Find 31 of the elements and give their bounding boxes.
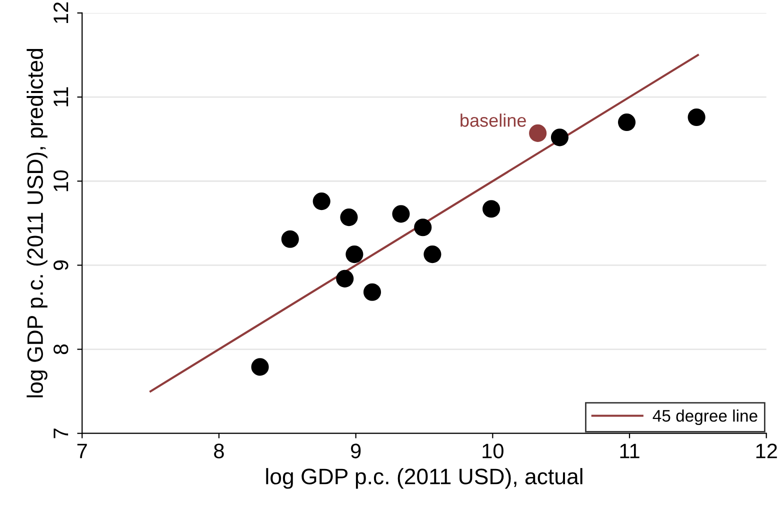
point	[346, 245, 364, 264]
point	[482, 200, 500, 218]
point	[414, 218, 432, 236]
point	[281, 230, 299, 248]
x-tick-label: 8	[214, 444, 224, 458]
point	[688, 108, 706, 126]
x-tick-label: 7	[77, 444, 87, 458]
series-label: baseline	[460, 114, 526, 127]
point	[529, 124, 547, 142]
x-tick-label: 12	[756, 444, 777, 458]
y-tick-label: 10	[54, 170, 68, 192]
y-tick-label: 8	[54, 344, 68, 354]
point	[340, 208, 358, 226]
x-tick-label: 10	[482, 444, 504, 458]
y-tick-label: 12	[54, 2, 68, 23]
y-tick-label: 11	[54, 87, 68, 106]
y-tick-label: 7	[54, 428, 68, 438]
point	[618, 113, 636, 132]
x-tick-label: 9	[350, 444, 361, 458]
x-axis-title: log GDP p.c. (2011 USD), actual	[266, 468, 582, 489]
point	[251, 358, 269, 376]
point	[363, 283, 382, 301]
point	[424, 245, 442, 264]
y-axis-title: log GDP p.c. (2011 USD), predicted	[26, 48, 48, 398]
legend-label: 45 degree line	[652, 409, 758, 426]
point	[312, 192, 330, 210]
point	[392, 205, 410, 223]
y-tick-label: 9	[54, 260, 68, 270]
point	[550, 128, 568, 146]
point	[336, 270, 354, 288]
x-tick-label: 11	[620, 444, 640, 458]
